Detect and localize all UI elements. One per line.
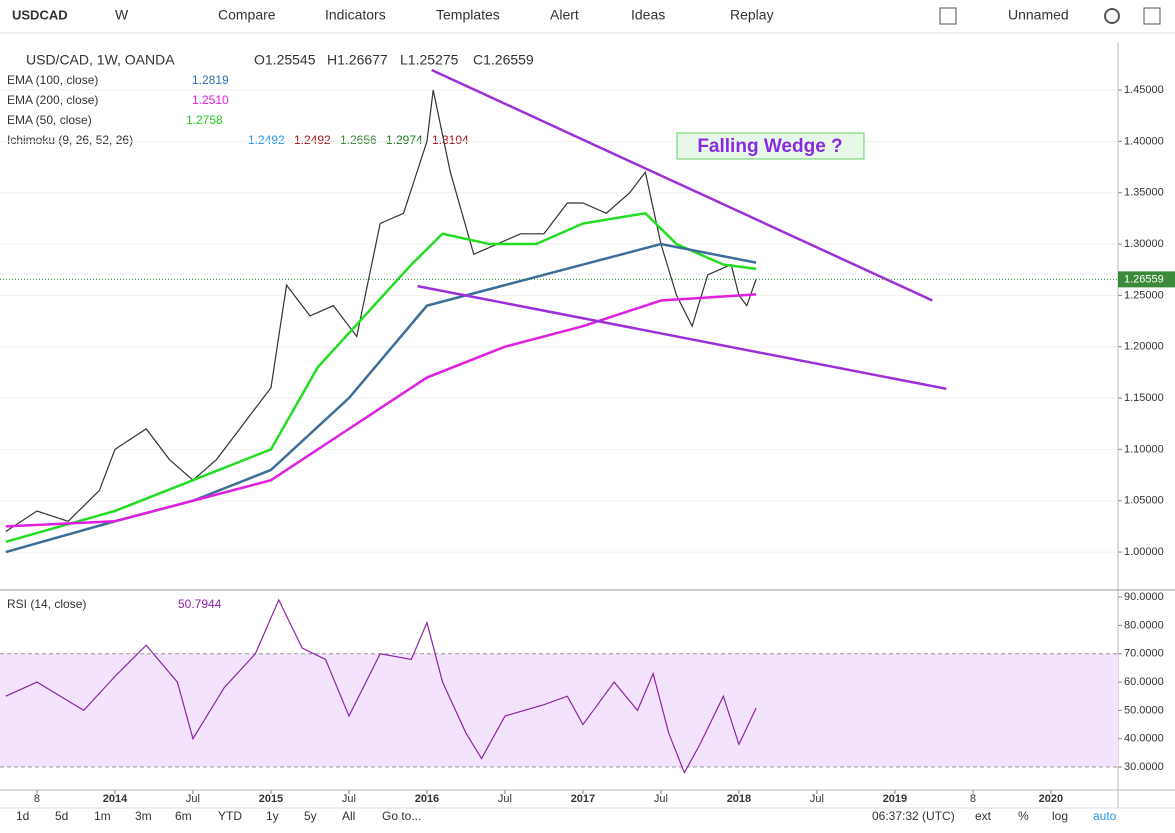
indicator-name: EMA (100, close) — [7, 73, 98, 87]
range-button[interactable]: 5y — [304, 809, 317, 823]
x-tick-label: 8 — [970, 793, 976, 805]
option-button[interactable]: % — [1018, 809, 1029, 823]
ohlc: H1.26677 — [327, 52, 388, 68]
fullscreen-icon[interactable] — [1143, 7, 1161, 25]
y-tick-label: 1.05000 — [1124, 495, 1164, 507]
rsi-value: 50.7944 — [178, 597, 222, 611]
indicator-name: Ichimoku (9, 26, 52, 26) — [7, 133, 133, 147]
indicator-value: 1.2758 — [186, 113, 223, 127]
y-tick-label: 1.30000 — [1124, 238, 1164, 250]
y-tick-label: 1.45000 — [1124, 84, 1164, 96]
indicator-value: 1.2510 — [192, 93, 229, 107]
indicator-value: 1.2819 — [192, 73, 229, 87]
range-button[interactable]: 1y — [266, 809, 279, 823]
symbol[interactable]: USDCAD — [12, 7, 68, 22]
rsi-band — [0, 653, 1118, 768]
range-button[interactable]: All — [342, 809, 355, 823]
series-line — [5, 211, 757, 544]
settings-icon[interactable] — [1104, 8, 1120, 24]
indicator-name: EMA (200, close) — [7, 93, 98, 107]
toolbar-button[interactable]: Replay — [730, 7, 774, 23]
rsi-name: RSI (14, close) — [7, 597, 86, 611]
toolbar-button[interactable]: Templates — [436, 7, 500, 23]
option-button[interactable]: ext — [975, 809, 992, 823]
series-line — [5, 598, 757, 775]
y-tick-label: 1.35000 — [1124, 187, 1164, 199]
select-icon[interactable] — [939, 7, 957, 25]
x-tick-label: Jul — [498, 793, 512, 805]
indicator-value: 1.2492 — [248, 133, 285, 147]
interval[interactable]: W — [115, 7, 129, 23]
indicator-value: 1.2492 — [294, 133, 331, 147]
y-tick-label: 30.0000 — [1124, 761, 1164, 773]
y-tick-label: 1.00000 — [1124, 546, 1164, 558]
indicator-value: 1.2656 — [340, 133, 377, 147]
ohlc: L1.25275 — [400, 52, 459, 68]
range-button[interactable]: YTD — [218, 809, 242, 823]
range-button[interactable]: 1m — [94, 809, 111, 823]
toolbar-button[interactable]: Alert — [550, 7, 579, 23]
y-tick-label: 1.20000 — [1124, 341, 1164, 353]
x-tick-label: 2015 — [259, 793, 283, 805]
last-price-box — [1118, 271, 1175, 288]
toolbar-button[interactable]: Indicators — [325, 7, 386, 23]
range-button[interactable]: 6m — [175, 809, 192, 823]
indicator-value: 1.3104 — [432, 133, 469, 147]
x-tick-label: 2014 — [103, 793, 128, 805]
indicator-value: 1.2974 — [386, 133, 423, 147]
last-price-label: 1.26559 — [1124, 273, 1164, 285]
series-line — [5, 89, 757, 533]
toolbar-button[interactable]: Ideas — [631, 7, 665, 23]
ohlc: C1.26559 — [473, 52, 534, 68]
x-tick-label: 2020 — [1039, 793, 1063, 805]
x-tick-label: 2017 — [571, 793, 595, 805]
y-tick-label: 50.0000 — [1124, 704, 1164, 716]
clock: 06:37:32 (UTC) — [872, 809, 955, 823]
toolbar — [0, 0, 1175, 33]
x-tick-label: Jul — [654, 793, 668, 805]
ohlc: O1.25545 — [254, 52, 316, 68]
y-tick-label: 90.0000 — [1124, 591, 1164, 603]
range-button[interactable]: 1d — [16, 809, 29, 823]
y-tick-label: 1.40000 — [1124, 135, 1164, 147]
option-button[interactable]: auto — [1093, 809, 1117, 823]
annotation: Falling Wedge ? — [697, 136, 842, 157]
range-button[interactable]: 3m — [135, 809, 152, 823]
x-tick-label: Jul — [810, 793, 824, 805]
y-tick-label: 80.0000 — [1124, 619, 1164, 631]
x-tick-label: Jul — [342, 793, 356, 805]
series-line — [417, 284, 947, 391]
series-line — [431, 68, 933, 302]
x-tick-label: 2018 — [727, 793, 751, 805]
annotation-box — [676, 132, 865, 160]
legend-title: USD/CAD, 1W, OANDA — [26, 52, 175, 68]
toolbar-button[interactable]: Compare — [218, 7, 276, 23]
indicator-name: EMA (50, close) — [7, 113, 92, 127]
layout-name[interactable]: Unnamed — [1008, 7, 1069, 23]
y-tick-label: 1.15000 — [1124, 392, 1164, 404]
y-tick-label: 70.0000 — [1124, 648, 1164, 660]
x-tick-label: Jul — [186, 793, 200, 805]
x-tick-label: 2019 — [883, 793, 907, 805]
y-tick-label: 1.10000 — [1124, 443, 1164, 455]
y-tick-label: 1.25000 — [1124, 289, 1164, 301]
x-tick-label: 8 — [34, 793, 40, 805]
series-line — [5, 293, 757, 528]
option-button[interactable]: log — [1052, 809, 1068, 823]
range-button[interactable]: 5d — [55, 809, 68, 823]
range-button[interactable]: Go to... — [382, 809, 421, 823]
x-tick-label: 2016 — [415, 793, 439, 805]
y-tick-label: 60.0000 — [1124, 676, 1164, 688]
y-tick-label: 40.0000 — [1124, 733, 1164, 745]
